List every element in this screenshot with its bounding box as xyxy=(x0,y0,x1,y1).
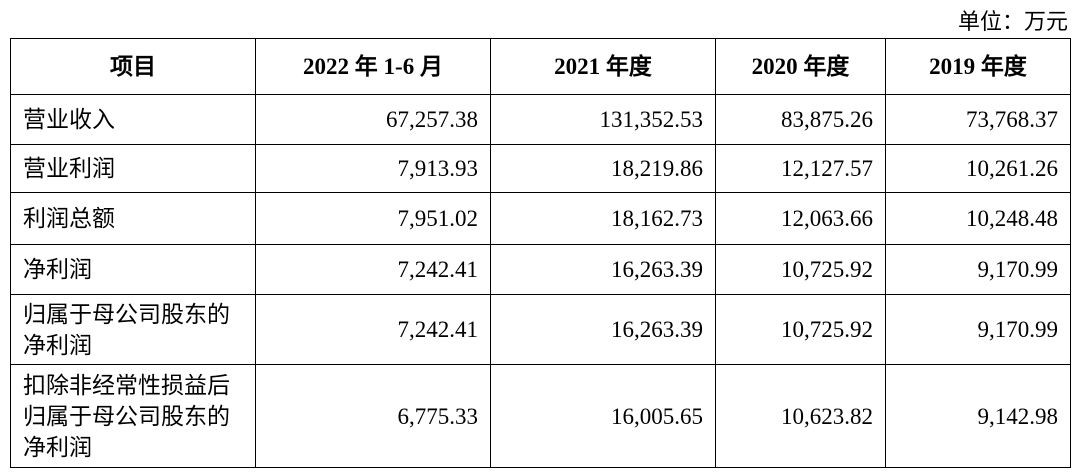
cell-value: 16,263.39 xyxy=(490,244,716,295)
cell-value: 7,242.41 xyxy=(255,294,491,365)
cell-value: 73,768.37 xyxy=(885,94,1071,145)
column-header: 2019 年度 xyxy=(885,38,1071,95)
row-label: 营业收入 xyxy=(10,94,256,145)
table-row: 扣除非经常性损益后归属于母公司股东的净利润 6,775.33 16,005.65 10… xyxy=(10,364,1071,468)
cell-value: 7,242.41 xyxy=(255,244,491,295)
cell-value: 7,913.93 xyxy=(255,144,491,193)
column-header: 2020 年度 xyxy=(715,38,886,95)
table-row: 归属于母公司股东的净利润 7,242.41 16,263.39 10,725.92 9,… xyxy=(10,294,1071,365)
cell-value: 12,063.66 xyxy=(715,192,886,245)
column-header: 2021 年度 xyxy=(490,38,716,95)
cell-value: 83,875.26 xyxy=(715,94,886,145)
cell-value: 9,142.98 xyxy=(885,364,1071,468)
table-row: 净利润 7,242.41 16,263.39 10,725.92 9,170.99 xyxy=(10,244,1071,295)
header-row: 项目 2022 年 1-6 月 2021 年度 2020 年度 2019 年度 xyxy=(10,38,1071,95)
cell-value: 10,725.92 xyxy=(715,244,886,295)
column-header: 2022 年 1-6 月 xyxy=(255,38,491,95)
cell-value: 16,263.39 xyxy=(490,294,716,365)
table-body: 营业收入 67,257.38 131,352.53 83,875.26 73,768.3… xyxy=(10,94,1071,468)
financial-table: 项目 2022 年 1-6 月 2021 年度 2020 年度 2019 年度 营业收入… xyxy=(10,38,1071,468)
table-row: 利润总额 7,951.02 18,162.73 12,063.66 10,248.48 xyxy=(10,192,1071,245)
cell-value: 18,162.73 xyxy=(490,192,716,245)
cell-value: 10,725.92 xyxy=(715,294,886,365)
cell-value: 67,257.38 xyxy=(255,94,491,145)
cell-value: 9,170.99 xyxy=(885,244,1071,295)
cell-value: 10,248.48 xyxy=(885,192,1071,245)
row-label: 利润总额 xyxy=(10,192,256,245)
cell-value: 16,005.65 xyxy=(490,364,716,468)
table-row: 营业利润 7,913.93 18,219.86 12,127.57 10,261.26 xyxy=(10,144,1071,193)
table-row: 营业收入 67,257.38 131,352.53 83,875.26 73,768.3… xyxy=(10,94,1071,145)
cell-value: 6,775.33 xyxy=(255,364,491,468)
row-label: 营业利润 xyxy=(10,144,256,193)
cell-value: 18,219.86 xyxy=(490,144,716,193)
cell-value: 10,623.82 xyxy=(715,364,886,468)
unit-note: 单位：万元 xyxy=(957,9,1068,34)
cell-value: 10,261.26 xyxy=(885,144,1071,193)
cell-value: 9,170.99 xyxy=(885,294,1071,365)
row-label: 净利润 xyxy=(10,244,256,295)
column-header: 项目 xyxy=(10,38,256,95)
row-label: 扣除非经常性损益后归属于母公司股东的净利润 xyxy=(10,364,256,468)
row-label: 归属于母公司股东的净利润 xyxy=(10,294,256,365)
cell-value: 7,951.02 xyxy=(255,192,491,245)
cell-value: 131,352.53 xyxy=(490,94,716,145)
cell-value: 12,127.57 xyxy=(715,144,886,193)
